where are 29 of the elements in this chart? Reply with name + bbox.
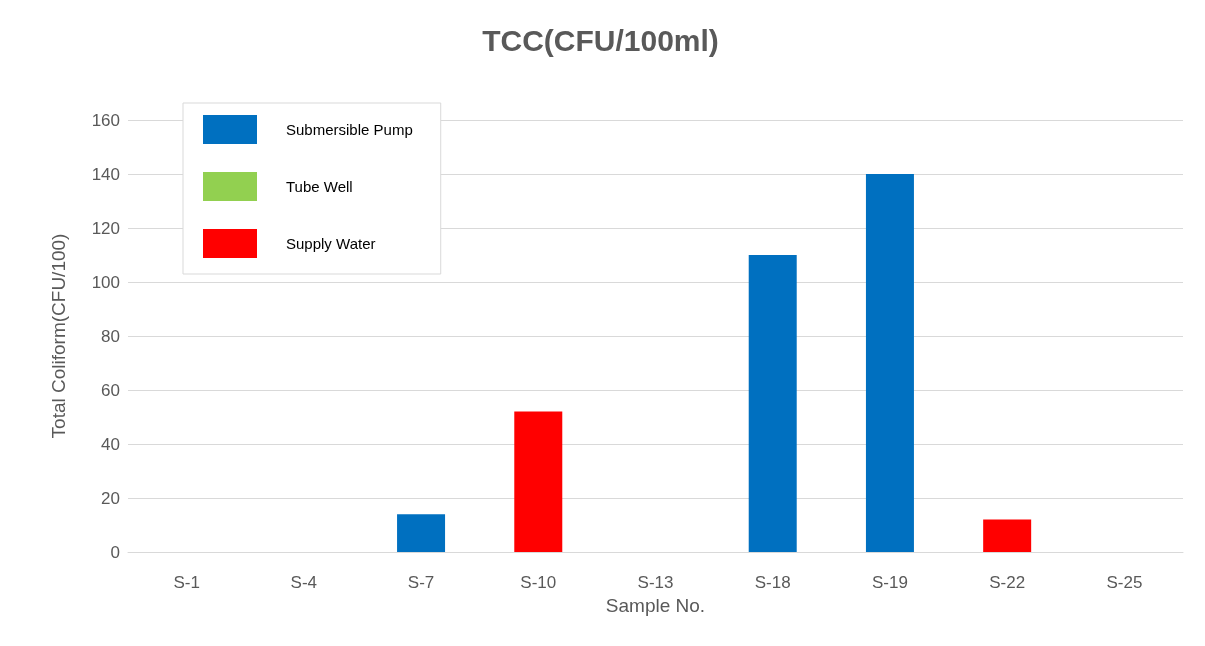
x-tick-label: S-10	[520, 573, 557, 592]
y-tick-label: 120	[91, 218, 120, 238]
y-tick-label: 20	[101, 488, 120, 508]
y-tick-label: 0	[110, 542, 120, 562]
x-tick-label: S-19	[871, 573, 908, 592]
x-tick-label: S-22	[989, 573, 1026, 592]
y-tick-label: 140	[91, 164, 120, 184]
legend-label: Tube Well	[286, 178, 353, 195]
x-tick-label: S-4	[290, 573, 318, 592]
x-tick-label: S-18	[754, 573, 791, 592]
bar	[397, 514, 446, 552]
x-tick-label: S-7	[407, 573, 435, 592]
x-tick-label: S-1	[173, 573, 200, 592]
x-axis-title: Sample No.	[605, 594, 706, 616]
bar	[865, 174, 914, 552]
bar	[514, 411, 563, 552]
legend-label: Supply Water	[286, 235, 376, 252]
y-axis-title: Total Coliform(CFU/100)	[48, 233, 69, 439]
x-tick-label: S-13	[637, 573, 674, 592]
y-tick-label: 40	[101, 434, 120, 454]
chart-title: TCC(CFU/100ml)	[482, 23, 719, 57]
y-tick-label: 100	[91, 272, 120, 292]
y-tick-label: 60	[101, 380, 120, 400]
legend-label: Submersible Pump	[286, 121, 413, 138]
y-tick-label: 80	[101, 326, 120, 346]
x-tick-label: S-25	[1106, 573, 1143, 592]
bar	[748, 255, 797, 552]
bar	[983, 519, 1032, 552]
y-tick-label: 160	[91, 110, 120, 130]
